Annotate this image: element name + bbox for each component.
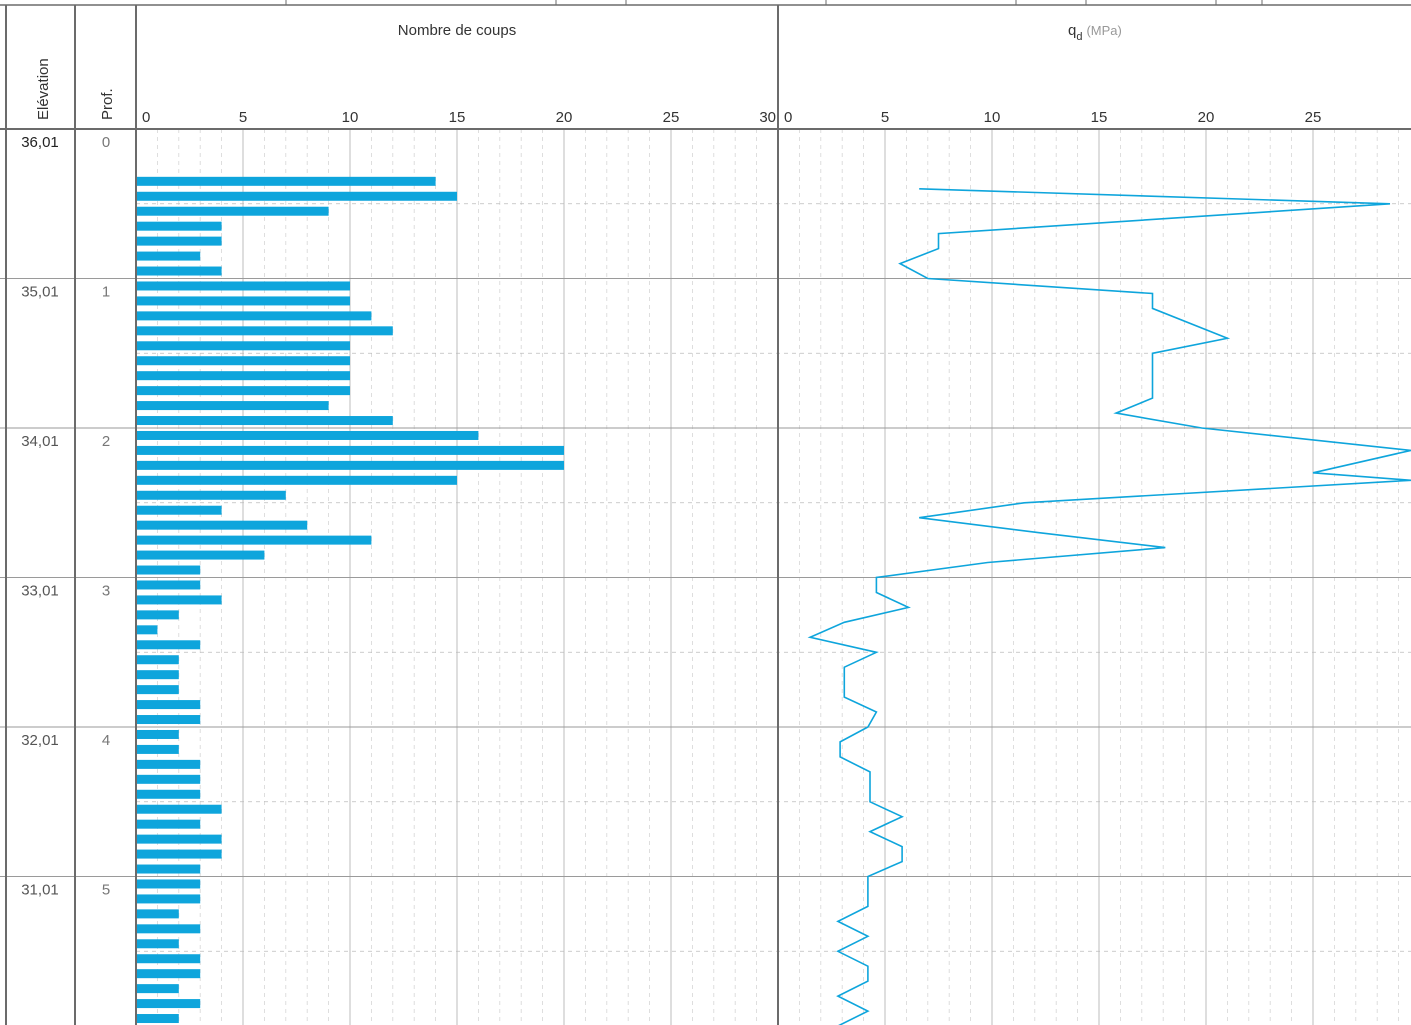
blow-count-bar — [136, 460, 564, 470]
blow-tick-label: 15 — [449, 109, 466, 126]
blow-tick-label: 5 — [239, 109, 247, 126]
blow-count-bar — [136, 445, 564, 455]
blow-tick-label: 0 — [142, 109, 150, 126]
blow-count-bar — [136, 655, 179, 665]
blow-count-bar — [136, 430, 479, 440]
blow-count-bar — [136, 729, 179, 739]
blow-count-bar — [136, 640, 201, 650]
blow-count-bar — [136, 774, 201, 784]
blow-count-bar — [136, 505, 222, 515]
elevation-value: 33,01 — [21, 583, 59, 600]
blow-count-bar — [136, 909, 179, 919]
row-labels: 36,01 0 35,01 1 34,01 2 33,01 3 32,01 4 31,01 5 — [21, 134, 110, 899]
blow-count-bars — [136, 176, 564, 1024]
blow-count-bar — [136, 670, 179, 680]
elevation-value: 34,01 — [21, 433, 59, 450]
qd-tick-label: 5 — [881, 109, 889, 126]
depth-value: 4 — [102, 732, 110, 749]
qd-title-main: q — [1068, 22, 1076, 39]
blow-count-bar — [136, 984, 179, 994]
depth-value: 2 — [102, 433, 110, 450]
qd-title-subscript: d — [1076, 31, 1082, 43]
depth-value: 1 — [102, 284, 110, 301]
qd-chart-title: qd (MPa) — [1068, 22, 1122, 43]
blow-tick-label: 25 — [663, 109, 680, 126]
elevation-value: 31,01 — [21, 882, 59, 899]
depth-value: 3 — [102, 583, 110, 600]
blow-count-bar — [136, 356, 350, 366]
blow-tick-label: 30 — [759, 109, 776, 126]
blow-count-bar — [136, 969, 201, 979]
blow-count-bar — [136, 864, 201, 874]
blow-count-bar — [136, 954, 201, 964]
blow-count-bar — [136, 715, 201, 725]
blow-count-bar — [136, 924, 201, 934]
blow-count-bar — [136, 176, 436, 186]
blow-count-bar — [136, 401, 329, 411]
blow-count-bar — [136, 565, 201, 575]
blow-count-bar — [136, 700, 201, 710]
blow-count-bar — [136, 789, 201, 799]
depth-value: 0 — [102, 134, 110, 151]
grid-layer — [0, 129, 1411, 1025]
blow-count-bar — [136, 206, 329, 216]
blow-count-bar — [136, 311, 372, 321]
qd-tick-label: 20 — [1198, 109, 1215, 126]
blow-count-bar — [136, 759, 201, 769]
blow-count-bar — [136, 386, 350, 396]
blow-count-bar — [136, 999, 201, 1009]
blow-count-bar — [136, 625, 158, 635]
blow-count-bar — [136, 236, 222, 246]
qd-line-layer — [807, 188, 1411, 1025]
blow-count-bar — [136, 221, 222, 231]
blow-count-bar — [136, 834, 222, 844]
blow-count-bar — [136, 266, 222, 276]
blow-count-bar — [136, 416, 393, 426]
qd-tick-label: 25 — [1305, 109, 1322, 126]
blow-count-bar — [136, 685, 179, 695]
blow-count-bar — [136, 894, 201, 904]
qd-tick-label: 15 — [1091, 109, 1108, 126]
blow-count-bar — [136, 879, 201, 889]
qd-tick-label: 0 — [784, 109, 792, 126]
qd-series-line — [807, 188, 1411, 1025]
blow-count-bar — [136, 580, 201, 590]
elevation-value: 35,01 — [21, 284, 59, 301]
blow-count-x-ticks: 0 5 10 15 20 25 30 — [142, 109, 776, 126]
blow-count-chart-title: Nombre de coups — [398, 22, 516, 39]
blow-count-bar — [136, 595, 222, 605]
blow-count-bar — [136, 610, 179, 620]
blow-count-bar — [136, 849, 222, 859]
blow-tick-label: 20 — [556, 109, 573, 126]
blow-count-bar — [136, 371, 350, 381]
blow-count-bar — [136, 744, 179, 754]
blow-count-bar — [136, 804, 222, 814]
qd-title-unit: (MPa) — [1086, 23, 1121, 38]
blow-count-bar — [136, 475, 457, 485]
qd-tick-label: 10 — [984, 109, 1001, 126]
blow-count-bar — [136, 326, 393, 336]
blow-count-bar — [136, 191, 457, 201]
blow-count-bar — [136, 281, 350, 291]
blow-count-bar — [136, 341, 350, 351]
blow-count-bar — [136, 1014, 179, 1024]
elevation-value: 32,01 — [21, 732, 59, 749]
blow-count-bar — [136, 939, 179, 949]
blow-count-bar — [136, 550, 265, 560]
elevation-column-header: Elévation — [35, 58, 52, 120]
blow-count-bar — [136, 819, 201, 829]
blow-count-bar — [136, 520, 308, 530]
blow-count-bar — [136, 251, 201, 261]
elevation-value: 36,01 — [21, 134, 59, 151]
blow-count-bar — [136, 535, 372, 545]
blow-tick-label: 10 — [342, 109, 359, 126]
blow-count-bar — [136, 490, 286, 500]
depth-column-header: Prof. — [99, 88, 116, 120]
blow-count-bar — [136, 296, 350, 306]
depth-value: 5 — [102, 882, 110, 899]
